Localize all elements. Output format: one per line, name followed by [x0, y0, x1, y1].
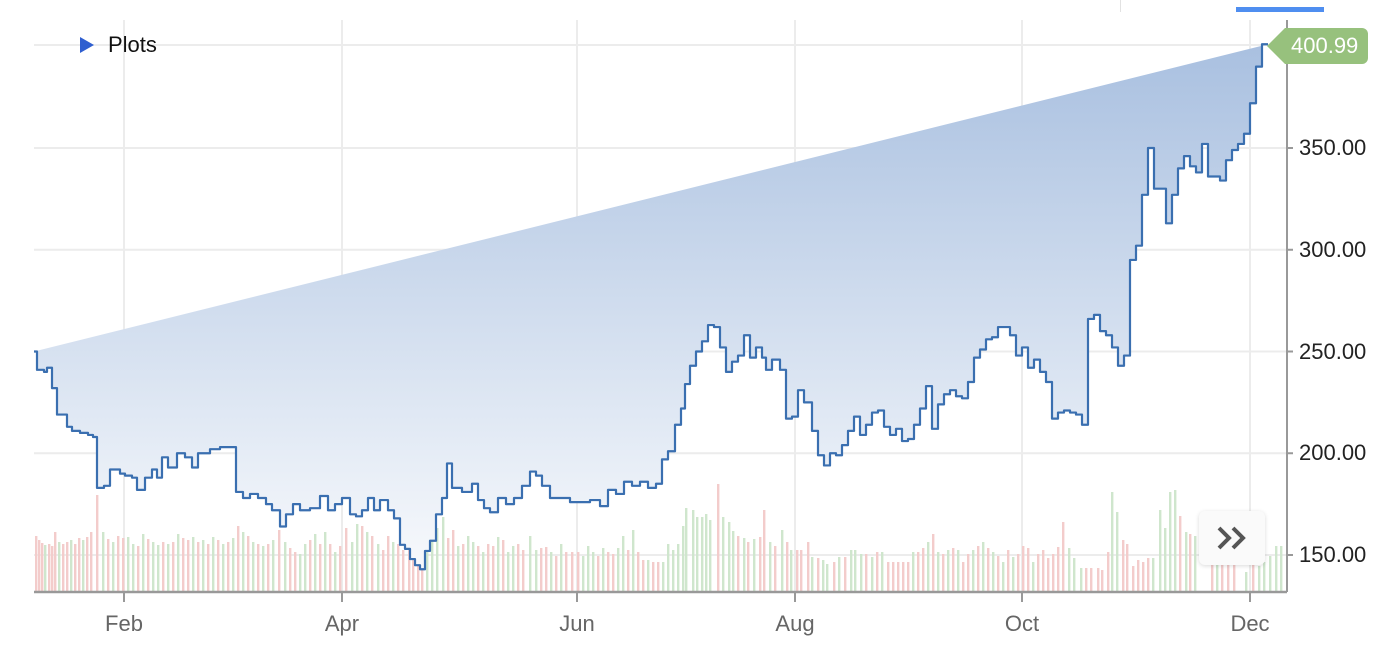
last-price-tag: 400.99 [1267, 28, 1369, 64]
x-tick-label: Jun [559, 611, 595, 636]
scroll-to-latest-button[interactable] [1199, 511, 1265, 565]
scroll-indicator[interactable] [1236, 7, 1324, 12]
legend-label: Plots [108, 32, 157, 57]
y-tick-label: 300.00 [1299, 236, 1367, 262]
legend-plots[interactable]: Plots [80, 32, 157, 58]
last-price-value: 400.99 [1285, 28, 1369, 64]
y-tick-label: 150.00 [1299, 542, 1367, 567]
price-line [34, 43, 1268, 571]
x-tick-label: Feb [105, 611, 143, 636]
x-tick-label: Dec [1230, 611, 1270, 636]
axes [34, 20, 1293, 602]
y-tick-label: 200.00 [1299, 440, 1367, 466]
divider [1120, 0, 1121, 12]
triangle-right-icon [80, 37, 94, 53]
double-chevron-right-icon [1217, 526, 1246, 550]
x-tick-label: Oct [1004, 611, 1040, 636]
price-tag-arrow-icon [1267, 28, 1285, 64]
y-tick-label: 250.00 [1299, 338, 1367, 364]
price-area-fill [34, 44, 1268, 570]
x-tick-label: Apr [324, 611, 360, 636]
x-tick-label: Aug [775, 611, 815, 636]
volume-bars [35, 484, 1283, 592]
y-tick-label: 350.00 [1299, 135, 1367, 160]
